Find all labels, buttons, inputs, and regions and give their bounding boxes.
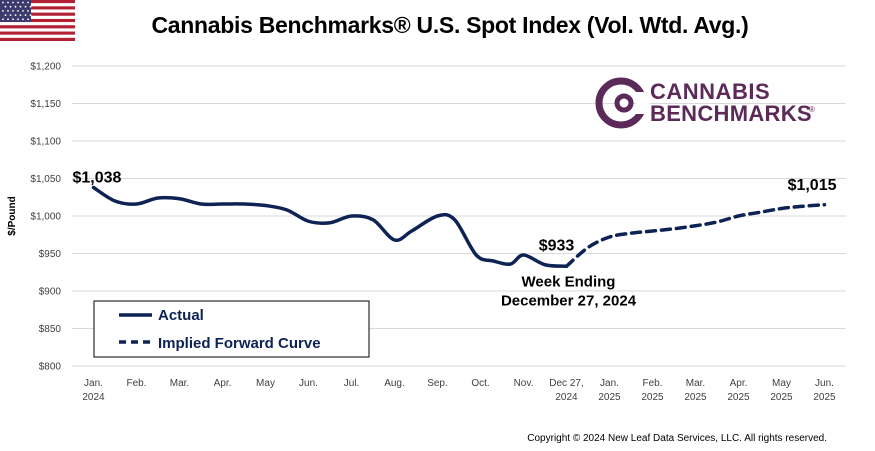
x-tick-year: 2024 [555, 392, 578, 403]
legend-forward-label: Implied Forward Curve [158, 335, 321, 352]
x-tick-year: 2025 [770, 392, 793, 403]
y-tick-label: $850 [39, 324, 62, 335]
logo-text-line2: BENCHMARKS [650, 101, 812, 126]
x-tick-label: Jan. [600, 378, 619, 389]
page-title: Cannabis Benchmarks® U.S. Spot Index (Vo… [151, 12, 749, 38]
x-tick-label: Apr. [730, 378, 748, 389]
x-tick-year: 2025 [598, 392, 621, 403]
y-tick-label: $1,100 [30, 137, 61, 148]
x-tick-label: Feb. [126, 378, 146, 389]
x-tick-label: Mar. [686, 378, 705, 389]
x-tick-year: 2025 [813, 392, 836, 403]
x-tick-label: Oct. [471, 378, 489, 389]
x-tick-label: Jun. [815, 378, 834, 389]
y-axis-ticks: $800 $850 $900 $950 $1,000 $1,050 $1,100 $1,150… [30, 62, 61, 373]
x-tick-label: Mar. [170, 378, 189, 389]
x-tick-label: Nov. [514, 378, 534, 389]
x-tick-label: Feb. [642, 378, 662, 389]
y-axis-label: $/Pound [7, 196, 18, 235]
x-tick-year: 2024 [82, 392, 105, 403]
x-tick-year: 2025 [684, 392, 707, 403]
legend: Actual Implied Forward Curve [93, 300, 370, 358]
copyright-text: Copyright © 2024 New Leaf Data Services,… [527, 433, 827, 444]
data-label-dec-2024: $933 [539, 237, 575, 254]
x-tick-label: Sep. [427, 378, 448, 389]
us-flag-icon [0, 0, 75, 41]
x-tick-label: Jan. [84, 378, 103, 389]
x-axis-ticks: Jan. 2024 Feb. Mar. Apr. May Jun. Jul. Aug. Sep. O… [82, 378, 836, 403]
x-tick-year: 2025 [641, 392, 664, 403]
forward-curve-line [564, 203, 827, 268]
data-label-jan-2024: $1,038 [73, 170, 122, 187]
logo-text-line1: CANNABIS [650, 79, 770, 104]
x-tick-year: 2025 [727, 392, 750, 403]
week-ending-date-label: December 27, 2024 [501, 292, 637, 309]
y-tick-label: $1,150 [30, 99, 61, 110]
data-label-jun-2025: $1,015 [788, 177, 837, 194]
y-tick-label: $1,200 [30, 62, 61, 73]
logo-mark-icon [595, 77, 650, 129]
x-tick-label: Apr. [214, 378, 232, 389]
actual-series-line [91, 185, 569, 268]
legend-actual-label: Actual [158, 307, 204, 324]
logo-registered-mark: ® [809, 105, 815, 114]
x-tick-label: May [256, 378, 275, 389]
y-tick-label: $950 [39, 249, 62, 260]
y-tick-label: $1,000 [30, 212, 61, 223]
x-tick-label: Dec 27, [549, 378, 583, 389]
x-tick-label: Jun. [299, 378, 318, 389]
week-ending-label: Week Ending [522, 273, 616, 290]
x-tick-label: Aug. [384, 378, 405, 389]
y-tick-label: $800 [39, 362, 62, 373]
cannabis-benchmarks-logo: CANNABIS BENCHMARKS ® [595, 77, 815, 129]
y-tick-label: $900 [39, 287, 62, 298]
x-tick-label: May [772, 378, 791, 389]
x-tick-label: Jul. [344, 378, 360, 389]
y-tick-label: $1,050 [30, 174, 61, 185]
